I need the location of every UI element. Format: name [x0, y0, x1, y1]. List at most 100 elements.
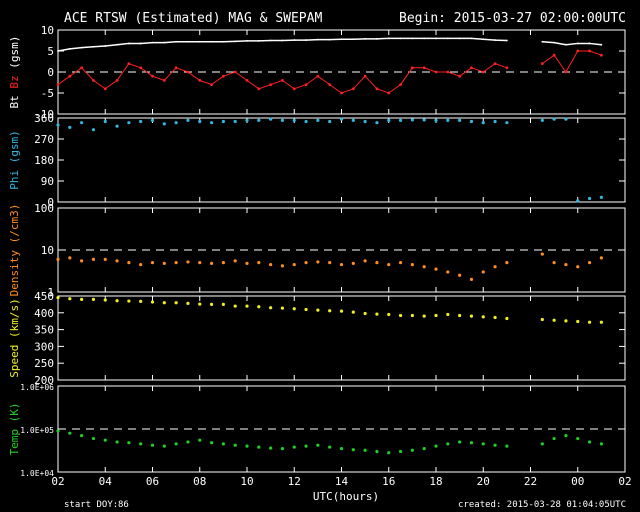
data-point-phi — [410, 118, 414, 122]
data-point-bt — [151, 41, 154, 44]
data-point-bt — [80, 46, 83, 49]
data-point-density — [198, 261, 202, 265]
y-tick-label-density: 10 — [41, 244, 54, 257]
y-tick-label-temp: 1.0E+04 — [20, 469, 54, 478]
data-point-density — [233, 259, 237, 263]
y-axis-label-phi: Phi (gsm) — [8, 130, 21, 190]
data-point-speed — [245, 304, 249, 308]
data-point-density — [328, 261, 332, 265]
data-point-phi — [398, 118, 403, 122]
x-tick-label: 08 — [193, 475, 206, 488]
data-point-phi — [316, 118, 320, 122]
data-point-temp — [269, 446, 273, 450]
data-point-phi — [458, 118, 462, 122]
data-point-density — [269, 262, 273, 267]
data-point-temp — [316, 443, 320, 447]
data-point-temp — [257, 445, 261, 449]
data-point-temp — [162, 444, 166, 448]
created-time: created: 2015-03-28 01:04:05UTC — [458, 500, 626, 510]
x-tick-label: 04 — [99, 475, 113, 488]
data-point-density — [339, 262, 344, 267]
data-point-speed — [304, 307, 308, 312]
y-tick-label-mag: 0 — [47, 66, 54, 79]
data-point-temp — [150, 443, 155, 447]
data-point-bz — [328, 83, 332, 86]
data-point-density — [540, 252, 544, 256]
data-point-phi — [245, 118, 249, 122]
data-point-temp — [198, 438, 202, 442]
y-axis-label-part: Bz — [8, 75, 21, 95]
data-point-temp — [363, 448, 367, 452]
data-point-temp — [339, 447, 344, 451]
data-point-temp — [68, 431, 72, 435]
data-point-phi — [186, 118, 190, 122]
data-point-bz — [68, 74, 72, 78]
data-point-bt — [505, 39, 508, 42]
data-point-bt — [234, 40, 237, 43]
data-point-speed — [446, 312, 450, 317]
data-point-speed — [422, 314, 426, 318]
data-point-phi — [363, 119, 367, 124]
data-point-bz — [552, 53, 556, 57]
data-point-temp — [328, 445, 332, 449]
data-point-bt — [198, 40, 201, 43]
data-point-speed — [139, 299, 143, 303]
data-point-bz — [410, 66, 414, 70]
data-point-temp — [576, 436, 580, 441]
data-point-speed — [186, 301, 190, 305]
y-tick-label-speed: 450 — [34, 290, 54, 303]
data-point-phi — [493, 119, 497, 124]
data-point-density — [587, 261, 592, 265]
data-point-density — [434, 267, 438, 271]
data-point-phi — [292, 118, 296, 122]
data-point-bt — [281, 39, 284, 42]
data-point-speed — [115, 299, 119, 303]
data-point-density — [422, 265, 426, 269]
data-point-phi — [587, 196, 592, 201]
data-point-density — [316, 260, 320, 264]
y-tick-label-speed: 200 — [34, 374, 54, 387]
data-point-temp — [458, 440, 462, 444]
data-point-bt — [588, 42, 591, 45]
data-point-speed — [56, 296, 60, 300]
data-point-speed — [280, 306, 285, 310]
data-point-bt — [541, 40, 544, 43]
y-tick-label-speed: 250 — [34, 357, 54, 370]
data-point-phi — [387, 118, 391, 122]
data-point-bt — [600, 43, 603, 46]
data-point-bz — [115, 79, 119, 82]
data-point-bt — [458, 37, 461, 40]
y-axis-label-part: (gsm) — [8, 36, 21, 76]
data-point-density — [458, 273, 462, 277]
x-tick-label: 02 — [51, 475, 64, 488]
y-tick-label-mag: 10 — [41, 24, 54, 37]
data-point-bt — [494, 39, 496, 41]
data-point-temp — [564, 434, 568, 438]
data-point-speed — [398, 313, 403, 318]
data-point-density — [469, 277, 474, 281]
data-point-bz — [269, 83, 273, 86]
data-point-bz — [233, 70, 237, 74]
data-point-temp — [587, 440, 592, 444]
data-point-bz — [446, 70, 450, 74]
data-point-bt — [187, 40, 189, 43]
data-point-bt — [470, 37, 473, 40]
data-point-temp — [91, 436, 96, 441]
y-tick-label-temp: 1.0E+05 — [20, 426, 54, 435]
data-point-bt — [364, 37, 367, 40]
data-point-bz — [139, 66, 143, 70]
data-point-phi — [540, 118, 544, 122]
data-point-bt — [222, 40, 225, 43]
y-axis-label-mag: Bt Bz (gsm) — [8, 36, 21, 109]
data-point-density — [446, 270, 450, 274]
data-point-bz — [316, 74, 320, 78]
data-point-density — [375, 261, 379, 265]
data-point-density — [127, 261, 131, 265]
data-point-density — [221, 261, 225, 265]
data-point-phi — [599, 195, 603, 199]
data-point-bz — [162, 79, 166, 82]
data-point-bt — [116, 43, 118, 46]
data-point-phi — [103, 119, 107, 124]
